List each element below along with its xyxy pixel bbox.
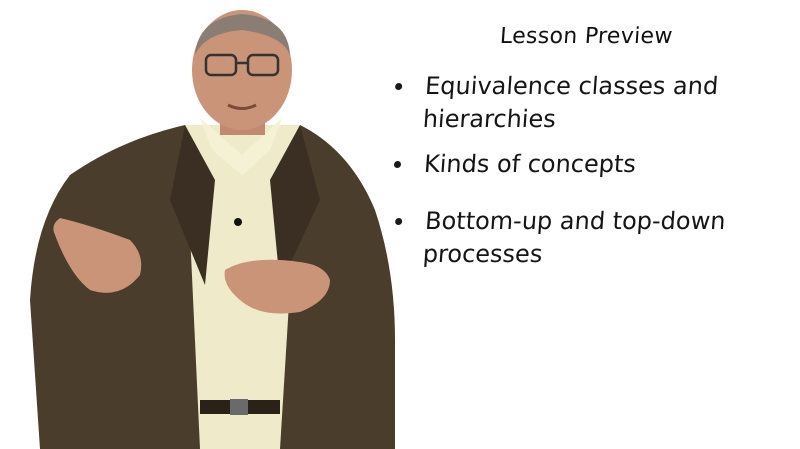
slide-title: Lesson Preview xyxy=(499,24,674,49)
bullet-item: Equivalence classes and hierarchies xyxy=(390,70,800,136)
bullet-item: Bottom-up and top-down processes xyxy=(390,205,800,271)
head xyxy=(192,10,292,130)
right-lapel xyxy=(270,125,320,285)
left-lapel xyxy=(170,125,215,285)
bullet-icon xyxy=(393,161,402,168)
bullet-item: Kinds of concepts xyxy=(391,148,799,181)
bullet-text: Equivalence classes and hierarchies xyxy=(421,72,720,133)
bullet-icon xyxy=(394,218,403,225)
presenter-figure xyxy=(30,10,395,449)
belt-buckle xyxy=(230,399,248,415)
right-hand xyxy=(224,259,330,314)
right-arm xyxy=(300,180,391,338)
glasses-icon xyxy=(204,53,280,77)
mouth xyxy=(227,103,257,110)
bullet-icon xyxy=(394,83,403,90)
bullet-text: Bottom-up and top-down processes xyxy=(421,207,727,268)
bullet-list: Equivalence classes and hierarchies Kind… xyxy=(392,70,798,271)
left-hand xyxy=(53,218,142,293)
lapel-mic xyxy=(234,218,242,226)
hair xyxy=(195,14,290,55)
bullet-text: Kinds of concepts xyxy=(423,150,637,178)
collar xyxy=(200,118,282,175)
lesson-slide: Lesson Preview Equivalence classes and h… xyxy=(380,0,800,449)
